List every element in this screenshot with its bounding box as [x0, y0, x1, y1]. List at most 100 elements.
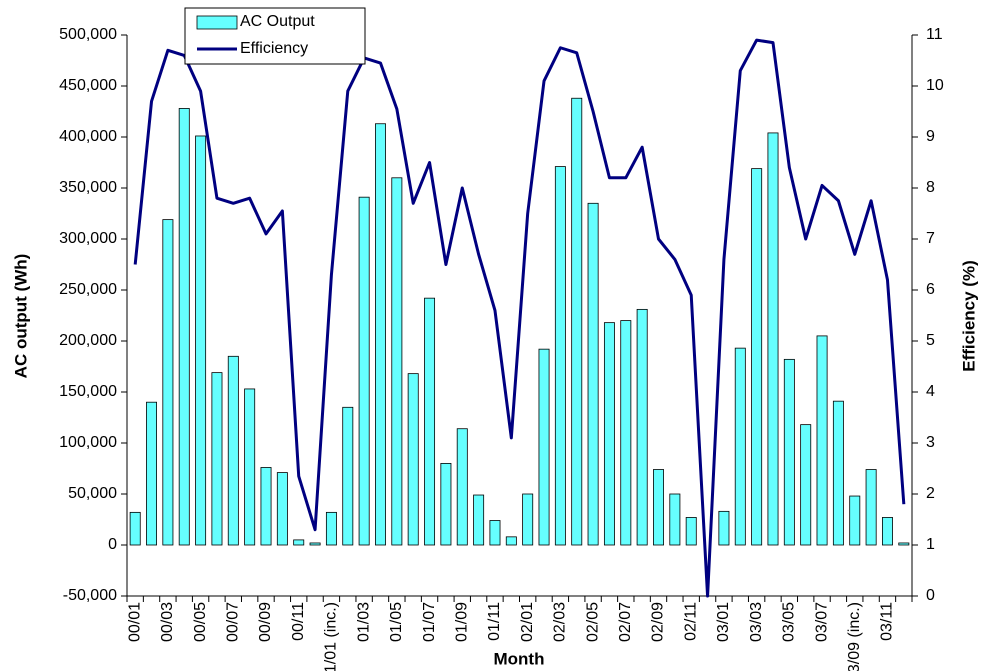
x-tick-label: 01/07 — [421, 602, 438, 642]
x-tick-label: 02/01 — [519, 602, 536, 642]
y-tick-label: 150,000 — [59, 383, 117, 400]
bar — [865, 469, 877, 546]
bar — [898, 542, 910, 546]
legend-label: AC Output — [240, 13, 315, 30]
bar — [162, 219, 174, 546]
bar — [358, 196, 370, 546]
y2-axis-title: Efficiency (%) — [959, 260, 978, 371]
x-tick-label: 00/01 — [126, 602, 143, 642]
bar — [620, 320, 632, 546]
x-tick-label: 00/07 — [225, 602, 242, 642]
bar — [832, 400, 844, 546]
bar — [816, 335, 828, 546]
bar — [146, 401, 158, 546]
y-tick-label: 250,000 — [59, 281, 117, 298]
bar — [440, 462, 452, 546]
bar — [505, 536, 517, 546]
bar — [636, 308, 648, 546]
y2-tick-label: 7 — [926, 230, 935, 247]
y2-tick-label: 1 — [926, 536, 935, 553]
x-tick-label: 03/11 — [879, 602, 896, 641]
bar — [751, 168, 763, 546]
x-tick-label: 00/03 — [159, 602, 176, 642]
bar — [211, 372, 223, 546]
bar — [767, 132, 779, 546]
y-tick-label: 50,000 — [68, 485, 117, 502]
y2-tick-label: 6 — [926, 281, 935, 298]
bar — [473, 494, 485, 546]
x-tick-label: 03/01 — [715, 602, 732, 642]
x-tick-label: 01/03 — [355, 602, 372, 642]
bar — [669, 493, 681, 546]
y2-tick-label: 2 — [926, 485, 935, 502]
y2-tick-label: 9 — [926, 128, 935, 145]
bar — [424, 297, 436, 546]
y2-tick-label: 5 — [926, 332, 935, 349]
y-tick-label: 200,000 — [59, 332, 117, 349]
x-tick-label: 02/05 — [584, 602, 601, 642]
bar — [456, 428, 468, 546]
x-tick-label: 03/05 — [781, 602, 798, 642]
x-tick-label: 01/01 (inc.) — [323, 602, 340, 671]
bar — [244, 388, 256, 546]
bar — [309, 542, 321, 546]
x-axis-title: Month — [494, 649, 545, 668]
y-tick-label: 500,000 — [59, 26, 117, 43]
bar — [554, 166, 566, 546]
bar — [849, 495, 861, 546]
bar — [587, 202, 599, 546]
bar — [293, 539, 305, 546]
bar — [407, 373, 419, 546]
y-tick-label: 0 — [108, 536, 117, 553]
y-axis-title: AC output (Wh) — [11, 254, 30, 379]
legend-label: Efficiency — [240, 40, 308, 57]
x-tick-label: 03/09 (inc.) — [846, 602, 863, 671]
bar — [276, 472, 288, 546]
y2-tick-label: 10 — [926, 77, 944, 94]
x-tick-label: 01/09 — [453, 602, 470, 642]
y-tick-label: -50,000 — [63, 587, 117, 604]
bar — [391, 177, 403, 546]
x-tick-label: 02/09 — [650, 602, 667, 642]
x-tick-label: 02/03 — [552, 602, 569, 642]
bar — [783, 358, 795, 546]
y-tick-label: 100,000 — [59, 434, 117, 451]
legend-swatch — [196, 15, 238, 30]
x-tick-label: 00/05 — [192, 602, 209, 642]
bar — [325, 511, 337, 546]
y2-tick-label: 4 — [926, 383, 935, 400]
bar — [800, 424, 812, 546]
bar — [571, 97, 583, 546]
bar — [881, 517, 893, 546]
bar — [227, 355, 239, 546]
x-tick-label: 01/11 — [486, 602, 503, 641]
x-tick-label: 03/07 — [813, 602, 830, 642]
y-tick-label: 350,000 — [59, 179, 117, 196]
bar — [342, 406, 354, 546]
y-tick-label: 300,000 — [59, 230, 117, 247]
y2-tick-label: 8 — [926, 179, 935, 196]
bar — [522, 493, 534, 546]
bar — [538, 348, 550, 546]
x-tick-label: 02/07 — [617, 602, 634, 642]
bar — [653, 469, 664, 546]
x-tick-label: 02/11 — [682, 602, 699, 641]
bar — [195, 135, 207, 546]
bar — [603, 322, 615, 546]
bar — [685, 517, 697, 546]
y-tick-label: 450,000 — [59, 77, 117, 94]
bar — [178, 108, 190, 546]
bar — [260, 467, 272, 546]
bar — [718, 510, 730, 546]
bar — [129, 511, 141, 546]
y2-tick-label: 3 — [926, 434, 935, 451]
y-tick-label: 400,000 — [59, 128, 117, 145]
y2-tick-label: 0 — [926, 587, 935, 604]
bar — [734, 347, 746, 546]
bar — [375, 123, 386, 546]
line — [133, 38, 906, 598]
x-tick-label: 00/09 — [257, 602, 274, 642]
y2-tick-label: 11 — [926, 26, 943, 43]
bar — [489, 520, 501, 546]
